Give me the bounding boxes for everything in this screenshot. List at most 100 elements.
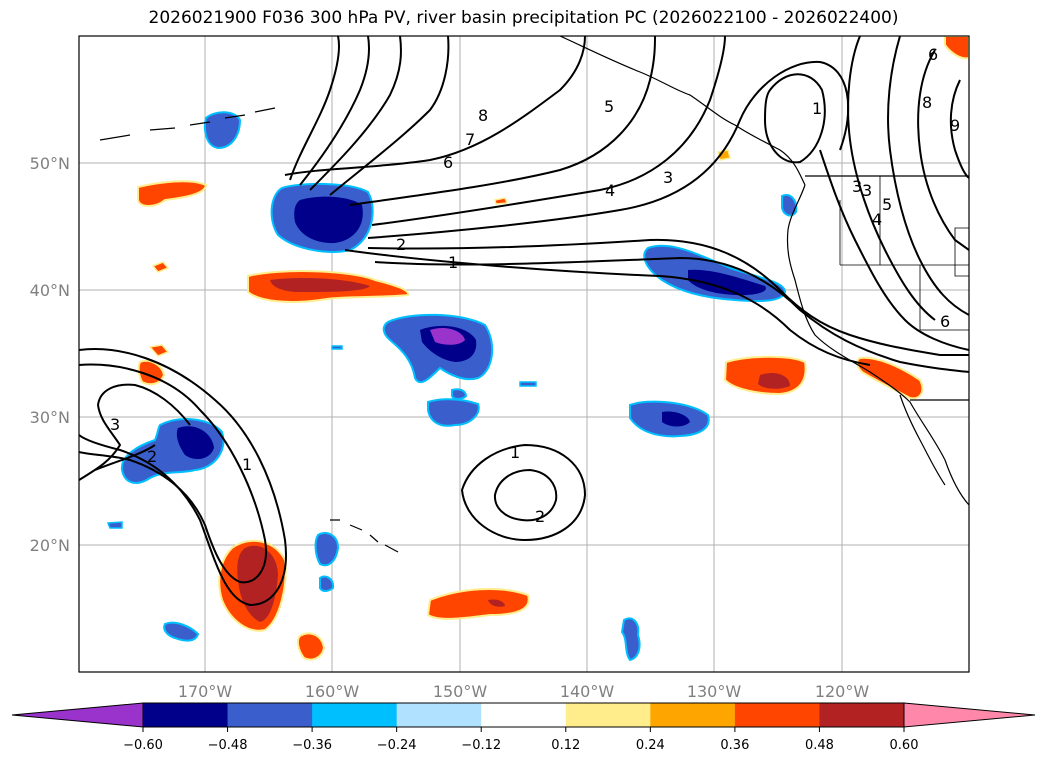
colorbar-segment	[565, 703, 651, 727]
contour-label: 3	[110, 415, 120, 434]
strong-negative-core	[688, 269, 766, 296]
coastlines	[99, 36, 969, 553]
lon-label: 140°W	[560, 682, 615, 701]
positive-anomaly-area	[426, 588, 530, 620]
colorbar-tick-label: −0.48	[208, 738, 248, 753]
positive-anomaly-area	[148, 344, 170, 357]
contour-label: 5	[882, 195, 892, 214]
colorbar-tick-label: −0.12	[461, 738, 501, 753]
lon-label: 160°W	[305, 682, 360, 701]
contour-label: 6	[928, 45, 938, 64]
pv-contour	[367, 60, 850, 239]
negative-anomaly-area	[519, 381, 537, 387]
colorbar-segment	[143, 703, 229, 727]
contour-label: 8	[922, 93, 932, 112]
contour-label: 9	[950, 116, 960, 135]
negative-anomaly-area	[106, 521, 123, 529]
pv-contour	[371, 36, 726, 226]
graticule	[79, 36, 969, 672]
pv-contour	[299, 36, 370, 186]
strong-positive-core	[237, 545, 278, 622]
pv-contour	[344, 249, 871, 366]
positive-anomaly-area	[494, 197, 509, 205]
contour-label: 8	[478, 106, 488, 125]
colorbar-segment	[481, 703, 567, 727]
negative-anomaly-area	[314, 531, 340, 567]
state-borders	[839, 176, 969, 331]
contour-label: 4	[872, 210, 882, 229]
colorbar-segment	[650, 703, 736, 727]
contour-label: 4	[605, 181, 615, 200]
contour-label: 6	[443, 153, 453, 172]
lat-label: 50°N	[30, 154, 70, 173]
negative-anomaly-area	[781, 194, 798, 217]
contour-label: 5	[604, 97, 614, 116]
positive-anomaly-area	[296, 632, 326, 661]
positive-anomaly-area	[856, 356, 924, 400]
pv-contour	[819, 149, 969, 351]
lon-label: 150°W	[433, 682, 488, 701]
strong-positive-core	[758, 373, 790, 389]
aleutian-islands	[99, 107, 276, 141]
pv-contour	[460, 443, 587, 542]
negative-anomaly-area	[451, 388, 468, 400]
colorbar-segment	[312, 703, 398, 727]
pv-contour	[79, 383, 191, 481]
pv-contour	[763, 73, 826, 164]
contour-label: 2	[396, 235, 406, 254]
pv-contour	[374, 256, 969, 373]
pv-contour	[329, 36, 450, 196]
contour-label: 3	[663, 168, 673, 187]
negative-anomaly-area	[203, 111, 242, 150]
north-america-west-coast	[786, 184, 969, 506]
contour-label: 2	[535, 507, 545, 526]
pv-contour	[284, 36, 586, 176]
lon-label: 130°W	[687, 682, 742, 701]
extreme-negative-core	[430, 328, 465, 345]
contour-label: 1	[812, 99, 822, 118]
contour-label: 1	[242, 455, 252, 474]
strong-negative-core	[662, 411, 690, 427]
map-title: 2026021900 F036 300 hPa PV, river basin …	[148, 8, 899, 28]
contour-label: 7	[465, 130, 475, 149]
colorbar-tick-label: −0.36	[292, 738, 332, 753]
map-frame	[78, 35, 970, 673]
pv-contour	[887, 36, 969, 316]
colorbar-tick-label: 0.24	[636, 738, 665, 753]
colorbar-extend-low	[11, 702, 144, 728]
colorbar-extend-high	[903, 702, 1036, 728]
contour-label: 1	[510, 443, 520, 462]
lat-axis-labels: 50°N 40°N 30°N 20°N	[30, 154, 70, 555]
lat-label: 40°N	[30, 281, 70, 300]
colorbar-frame	[142, 702, 905, 728]
negative-anomaly-area	[319, 575, 335, 592]
pv-contour	[847, 36, 936, 321]
hawaiian-islands	[330, 519, 399, 553]
pv-contour	[79, 348, 287, 607]
colorbar-tick-label: 0.48	[805, 738, 834, 753]
strong-positive-core	[488, 599, 505, 607]
colorbar-tick-label: 0.60	[890, 738, 919, 753]
lon-label: 120°W	[815, 682, 870, 701]
strong-positive-core	[270, 278, 370, 292]
baja-california	[899, 394, 946, 486]
negative-anomaly-area	[427, 398, 480, 427]
lon-axis-labels: 170°W 160°W 150°W 140°W 130°W 120°W	[178, 682, 870, 701]
pv-contours	[79, 36, 969, 607]
contour-labels: 8 7 6 5 4 3 2 1 1 3 3 4 5 6 6 8 9 3 2 1 …	[110, 45, 960, 526]
contour-label: 1	[448, 253, 458, 272]
negative-anomaly-area	[331, 345, 343, 350]
pv-contour	[349, 36, 656, 206]
colorbar-segment	[819, 703, 905, 727]
pv-contour	[289, 36, 340, 181]
lat-label: 30°N	[30, 408, 70, 427]
contour-label: 2	[147, 447, 157, 466]
pv-contour	[367, 238, 969, 356]
pv-contour	[917, 49, 969, 251]
positive-anomaly-area	[137, 180, 208, 207]
colorbar-tick-label: −0.60	[123, 738, 163, 753]
colorbar-segment	[734, 703, 820, 727]
contour-label: 6	[940, 312, 950, 331]
colorbar-tick-label: 0.12	[551, 738, 580, 753]
